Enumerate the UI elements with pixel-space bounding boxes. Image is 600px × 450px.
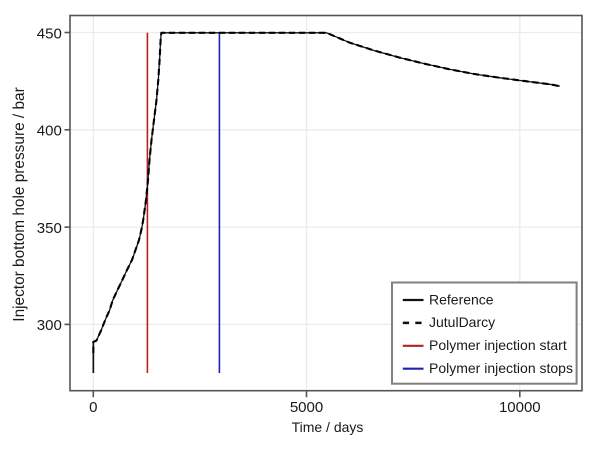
svg-text:350: 350 [37,220,62,237]
svg-text:450: 450 [37,25,62,42]
svg-text:0: 0 [89,399,97,416]
svg-text:Polymer injection start: Polymer injection start [429,337,567,353]
svg-text:10000: 10000 [499,399,541,416]
svg-text:300: 300 [37,317,62,334]
svg-text:Injector bottom hole pressure: Injector bottom hole pressure / bar [11,87,28,321]
svg-text:Polymer injection stops: Polymer injection stops [429,360,573,376]
svg-text:5000: 5000 [290,399,323,416]
svg-text:Time / days: Time / days [292,419,364,435]
svg-text:400: 400 [37,123,62,140]
svg-text:JutulDarcy: JutulDarcy [429,314,495,330]
svg-text:Reference: Reference [429,291,494,307]
